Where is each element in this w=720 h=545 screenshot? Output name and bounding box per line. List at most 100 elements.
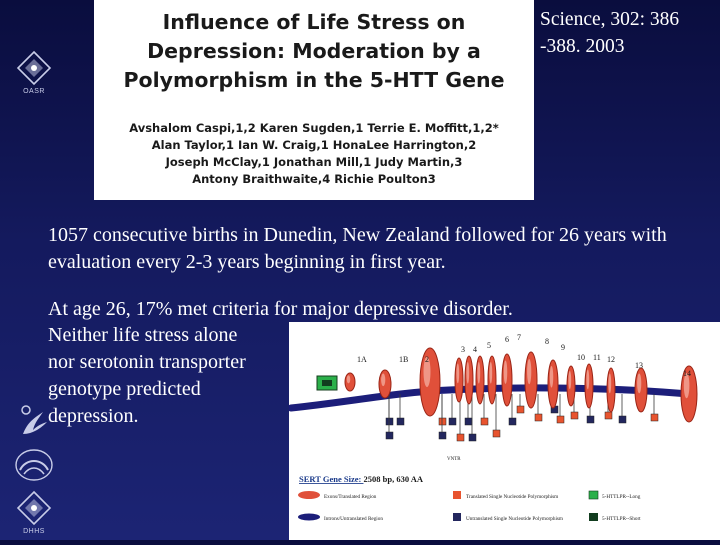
exon-highlight bbox=[549, 366, 554, 388]
exon-5 bbox=[475, 355, 485, 405]
translated-snp-marker bbox=[556, 415, 565, 424]
exon-highlight bbox=[489, 362, 493, 384]
finding-line: depression. bbox=[48, 405, 139, 427]
untranslated-snp-marker bbox=[464, 417, 473, 426]
exon-10 bbox=[566, 365, 576, 407]
untranslated-snp-marker bbox=[385, 431, 394, 440]
exon-label: 6 bbox=[505, 335, 509, 344]
exon-label: 11 bbox=[593, 353, 601, 362]
exon-11 bbox=[584, 363, 594, 409]
logo-caption: DHHS bbox=[23, 528, 45, 535]
exon-3 bbox=[454, 357, 464, 403]
paper-title-line: Depression: Moderation by a bbox=[147, 39, 481, 63]
author-line: Joseph McClay,1 Jonathan Mill,1 Judy Mar… bbox=[165, 155, 463, 169]
author-line: Antony Braithwaite,4 Richie Poulton3 bbox=[192, 172, 436, 186]
exon-2 bbox=[419, 347, 441, 417]
untranslated-snp-marker bbox=[438, 431, 447, 440]
untranslated-snp-marker bbox=[396, 417, 405, 426]
exon-12 bbox=[606, 367, 616, 413]
translated-snp-marker bbox=[492, 429, 501, 438]
citation: Science, 302: 386 -388. 2003 bbox=[540, 6, 715, 60]
translated-snp-marker bbox=[570, 411, 579, 420]
exon-highlight bbox=[586, 369, 590, 390]
legend-long-swatch bbox=[588, 490, 599, 500]
exon-label: 9 bbox=[561, 343, 565, 352]
exon-highlight bbox=[381, 373, 386, 387]
paper-title: Influence of Life Stress on Depression: … bbox=[94, 8, 534, 95]
legend-label: Untranslated Single Nucleotide Polymorph… bbox=[466, 516, 563, 522]
legend-short-swatch bbox=[589, 513, 598, 521]
exon-1A bbox=[344, 372, 356, 392]
agency-seal-logo-bottom: DHHS bbox=[14, 490, 54, 535]
exon-1B bbox=[378, 369, 392, 399]
agency-seal-logo: OASR bbox=[14, 50, 54, 95]
exon-highlight bbox=[456, 363, 460, 384]
legend-label: 5-HTTLPR--Short bbox=[602, 516, 641, 522]
finding-line: genotype predicted bbox=[48, 378, 201, 400]
paper-authors: Avshalom Caspi,1,2 Karen Sugden,1 Terrie… bbox=[94, 120, 534, 188]
agency-seal-icon bbox=[16, 490, 52, 526]
exon-label: 3 bbox=[461, 345, 465, 354]
legend-intron-swatch bbox=[298, 513, 320, 521]
exon-highlight bbox=[608, 373, 612, 394]
exon-label: 7 bbox=[517, 333, 521, 342]
exon-highlight bbox=[466, 362, 470, 384]
exon-label: 2 bbox=[425, 355, 429, 364]
exon-label: 12 bbox=[607, 355, 615, 364]
translated-snp-marker bbox=[534, 413, 543, 422]
exon-highlight bbox=[346, 375, 351, 384]
sert-gene-diagram: 1A 1B 2 3 4 5 6 7 8 9 10 11 12 13 14 VNTR SERT Gene Siz… bbox=[287, 322, 720, 540]
translated-snp-marker bbox=[650, 413, 659, 422]
exon-9 bbox=[547, 359, 559, 409]
nih-logo bbox=[14, 448, 54, 482]
exon-label: 4 bbox=[473, 345, 477, 354]
untranslated-snp-marker bbox=[468, 433, 477, 442]
study-description: 1057 consecutive births in Dunedin, New … bbox=[48, 224, 667, 273]
translated-snp-marker bbox=[480, 417, 489, 426]
legend-label: 5-HTTLPR--Long bbox=[602, 494, 641, 500]
author-line: Avshalom Caspi,1,2 Karen Sugden,1 Terrie… bbox=[129, 121, 499, 135]
exon-8 bbox=[524, 351, 538, 409]
untranslated-snp-marker bbox=[448, 417, 457, 426]
depression-rate-text: At age 26, 17% met criteria for major de… bbox=[48, 298, 513, 320]
legend-translated-snp-swatch bbox=[453, 491, 461, 499]
exon-highlight bbox=[637, 373, 642, 394]
exon-label: 1B bbox=[399, 355, 408, 364]
logo-caption: OASR bbox=[23, 88, 45, 95]
author-line: Alan Taylor,1 Ian W. Craig,1 HonaLee Har… bbox=[151, 138, 477, 152]
exon-label: 5 bbox=[487, 341, 491, 350]
agency-seal-icon bbox=[16, 50, 52, 86]
hhs-eagle-icon bbox=[21, 405, 47, 434]
gene-structure-figure: 1A 1B 2 3 4 5 6 7 8 9 10 11 12 13 14 VNTR SERT Gene Siz… bbox=[287, 333, 698, 522]
citation-line: Science, 302: 386 bbox=[540, 9, 680, 30]
vntr-label: VNTR bbox=[447, 457, 461, 462]
finding-text: Neither life stress alone nor serotonin … bbox=[48, 322, 288, 430]
paper-header: Influence of Life Stress on Depression: … bbox=[94, 0, 534, 200]
exon-4 bbox=[464, 355, 474, 405]
citation-line: -388. 2003 bbox=[540, 36, 625, 57]
translated-snp-marker bbox=[604, 411, 613, 420]
legend-untranslated-snp-swatch bbox=[453, 513, 461, 521]
exon-highlight bbox=[683, 373, 690, 399]
exon-highlight bbox=[477, 362, 481, 384]
legend-label: Introns/Untranslated Region bbox=[324, 516, 383, 522]
translated-snp-marker bbox=[456, 433, 465, 442]
paper-title-line: Influence of Life Stress on bbox=[162, 10, 466, 34]
finding-line: Neither life stress alone bbox=[48, 324, 238, 346]
exon-highlight bbox=[568, 371, 572, 389]
untranslated-snp-marker bbox=[618, 415, 627, 424]
exon-label: 14 bbox=[683, 369, 691, 378]
finding-line: nor serotonin transporter bbox=[48, 351, 246, 373]
exon-6 bbox=[487, 355, 497, 405]
untranslated-snp-marker bbox=[586, 415, 595, 424]
untranslated-snp-marker bbox=[508, 417, 517, 426]
exon-label: 8 bbox=[545, 337, 549, 346]
exon-7 bbox=[501, 353, 513, 407]
exon-label: 10 bbox=[577, 353, 585, 362]
nih-logo-icon bbox=[15, 449, 53, 481]
hhs-eagle-logo bbox=[14, 400, 54, 440]
translated-snp-marker bbox=[516, 405, 525, 414]
exon-label: 13 bbox=[635, 361, 643, 370]
legend-label: Translated Single Nucleotide Polymorphis… bbox=[466, 494, 558, 500]
legend-label: Exons/Translated Region bbox=[324, 494, 377, 500]
